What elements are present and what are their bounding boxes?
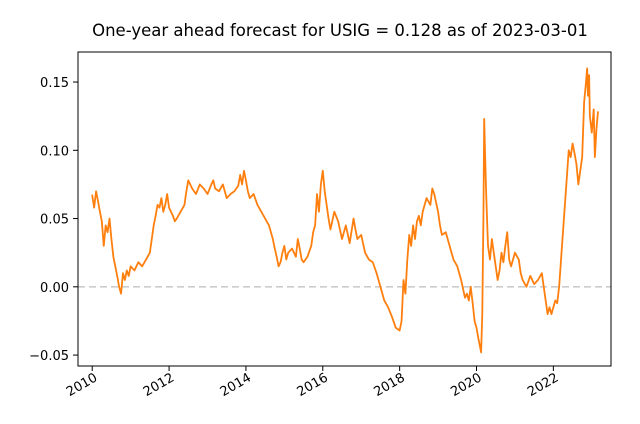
y-tick-label: 0.00 (40, 281, 69, 296)
y-tick-label: 0.05 (40, 213, 69, 228)
y-tick-label: 0.10 (40, 144, 69, 159)
y-tick-label: −0.05 (29, 349, 69, 364)
y-tick-label: 0.15 (40, 76, 69, 91)
plot-frame (77, 51, 612, 367)
chart-title: One-year ahead forecast for USIG = 0.128… (92, 21, 588, 40)
series-line-0 (91, 67, 599, 354)
